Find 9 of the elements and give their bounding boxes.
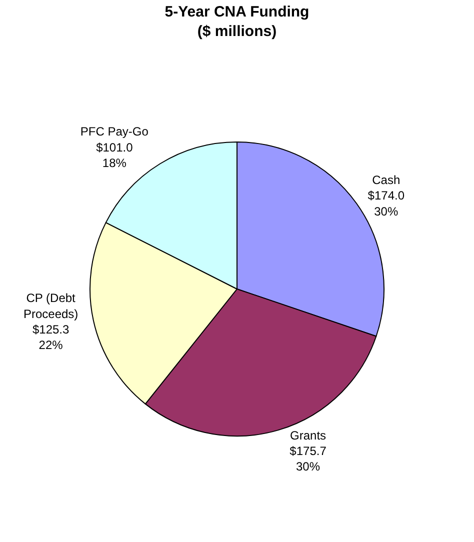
- data-label: $101.0 18%: [96, 140, 134, 170]
- slice-label: Grants: [290, 428, 326, 442]
- chart-title: 5-Year CNA Funding ($ millions): [164, 3, 310, 40]
- slice-label: CP (Debt Proceeds): [23, 291, 78, 321]
- slice-label: PFC Pay-Go: [80, 124, 149, 139]
- data-label: $125.3 22%: [32, 322, 70, 352]
- slice-label: Cash: [372, 173, 400, 188]
- data-label: $175.7 30%: [290, 444, 327, 474]
- data-label: $174.0 30%: [368, 188, 405, 218]
